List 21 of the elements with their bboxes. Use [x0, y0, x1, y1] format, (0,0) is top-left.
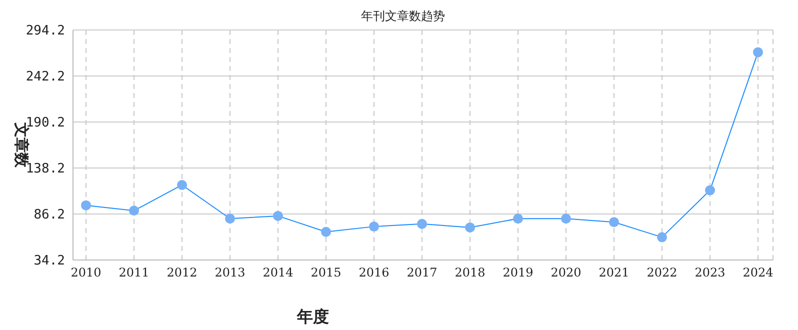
- x-tick-label: 2023: [694, 266, 726, 280]
- y-tick-label: 294.2: [26, 24, 65, 39]
- x-tick-label: 2016: [358, 266, 390, 280]
- x-tick-label: 2010: [70, 266, 102, 280]
- x-tick-label: 2017: [406, 266, 438, 280]
- x-tick-label: 2021: [598, 266, 630, 280]
- x-tick-label: 2014: [262, 266, 294, 280]
- y-tick-label: 34.2: [34, 254, 65, 269]
- x-tick-label: 2013: [214, 266, 246, 280]
- x-tick-label: 2012: [166, 266, 198, 280]
- x-tick-label: 2020: [550, 266, 582, 280]
- y-tick-label: 86.2: [34, 208, 65, 223]
- x-tick-label: 2015: [310, 266, 342, 280]
- x-tick-label: 2022: [646, 266, 678, 280]
- y-tick-label: 242.2: [26, 70, 65, 85]
- x-tick-label: 2018: [454, 266, 486, 280]
- x-axis-title: 年度: [296, 307, 329, 326]
- x-tick-label: 2019: [502, 266, 534, 280]
- chart-title: 年刊文章数趋势: [360, 8, 446, 25]
- x-tick-label: 2011: [118, 266, 150, 280]
- x-tick-label: 2024: [742, 266, 774, 280]
